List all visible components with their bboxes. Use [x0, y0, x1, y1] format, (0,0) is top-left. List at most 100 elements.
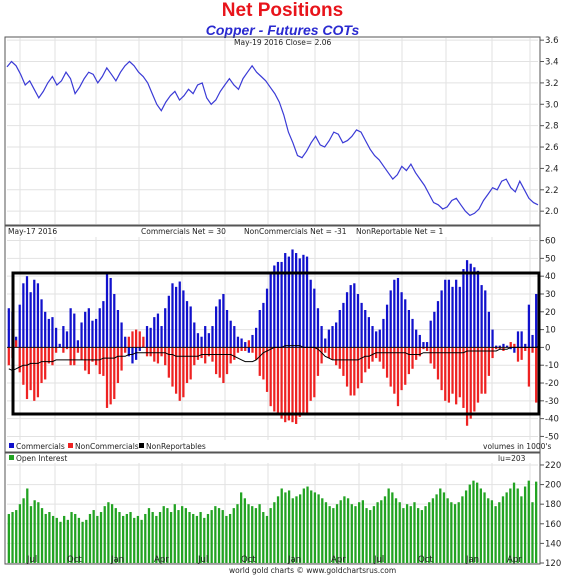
open-interest-bar: [431, 498, 435, 563]
noncommercials-bar: [378, 347, 381, 362]
noncommercials-bar: [14, 340, 18, 348]
open-interest-bar: [358, 502, 361, 563]
commercials-bar: [520, 331, 523, 348]
noncommercials-bar: [327, 347, 330, 359]
commercials-bar: [124, 336, 127, 348]
open-interest-bar: [450, 502, 453, 563]
open-interest-bar: [417, 508, 420, 563]
open-interest-bar: [29, 506, 33, 563]
open-interest-bar: [110, 504, 114, 563]
commercials-bar: [302, 254, 305, 348]
commercials-bar: [309, 279, 312, 348]
open-interest-bar: [210, 510, 213, 563]
noncommercials-bar: [167, 347, 170, 378]
open-interest-bar: [457, 502, 460, 563]
x-axis-month-label: Apr: [507, 555, 522, 565]
oi-y-tick-label: 120: [545, 559, 561, 569]
commercials-bar: [156, 313, 160, 348]
open-interest-bar: [332, 508, 335, 563]
noncommercials-bar: [44, 347, 47, 380]
price-y-tick-label: 2.4: [545, 164, 559, 174]
open-interest-bar: [63, 515, 66, 563]
noncommercials-bar: [389, 347, 392, 387]
noncommercials-bar: [305, 347, 309, 414]
commercials-bar: [25, 276, 29, 348]
noncommercials-bar: [418, 347, 421, 357]
open-interest-bar: [169, 512, 173, 563]
noncommercials-bar: [382, 347, 385, 369]
open-interest-bar: [184, 508, 187, 563]
noncommercials-bar: [87, 347, 90, 375]
open-interest-bar: [498, 502, 501, 563]
open-interest-bar: [343, 496, 346, 563]
open-interest-bar: [77, 517, 81, 563]
open-interest-bar: [380, 500, 383, 563]
open-interest-bar: [424, 506, 427, 563]
x-axis-month-label: Jan: [465, 555, 479, 565]
open-interest-bar: [140, 519, 143, 563]
noncommercials-bar: [484, 347, 487, 394]
cot-y-tick-label: -40: [545, 415, 559, 425]
commercials-bar: [84, 311, 87, 348]
x-axis-month-label: Jan: [287, 555, 301, 565]
footer-credit: world gold charts © www.goldchartsrus.co…: [229, 566, 396, 575]
open-interest-bar: [162, 506, 165, 563]
noncommercials-bar: [520, 347, 523, 360]
noncommercials-bar: [422, 347, 425, 350]
open-interest-bar: [173, 504, 176, 563]
open-interest-bar: [461, 496, 464, 563]
open-interest-bar: [37, 502, 40, 563]
noncommercials-bar: [338, 347, 341, 369]
commercials-bar: [342, 302, 345, 348]
noncommercials-bar: [174, 347, 178, 394]
commercials-bar: [87, 308, 90, 348]
open-interest-bar: [122, 515, 125, 563]
commercials-net-label: Commercials Net = 30: [141, 227, 226, 236]
noncommercials-bar: [218, 347, 221, 378]
commercials-bar: [182, 290, 185, 348]
commercials-bar: [131, 347, 134, 364]
open-interest-bar: [516, 488, 519, 563]
noncommercials-bar: [182, 347, 185, 398]
open-interest-bar: [321, 498, 324, 563]
open-interest-bar: [446, 498, 449, 563]
noncommercials-bar: [189, 347, 192, 380]
commercials-bar: [200, 336, 203, 348]
commercials-bar: [91, 320, 94, 348]
open-interest-bar: [402, 508, 405, 563]
commercials-bar: [411, 318, 414, 348]
noncommercials-bar: [393, 347, 396, 394]
open-interest-bar: [240, 492, 243, 563]
commercials-bar: [22, 283, 25, 348]
cot-y-tick-label: 20: [545, 308, 556, 318]
commercials-bar: [236, 336, 240, 348]
open-interest-bar: [361, 500, 364, 563]
open-interest-bar: [177, 510, 180, 563]
x-axis-month-label: Apr: [331, 555, 346, 565]
commercials-bar: [396, 277, 400, 348]
open-interest-bar: [195, 515, 199, 563]
noncommercials-bar: [320, 347, 323, 364]
open-interest-bar: [299, 494, 302, 563]
commercials-bar: [498, 345, 501, 348]
open-interest-bar: [476, 482, 479, 563]
noncommercials-bar: [524, 347, 527, 351]
open-interest-bar: [310, 490, 313, 563]
open-interest-bar: [372, 506, 376, 563]
open-interest-bar: [125, 513, 128, 563]
noncommercials-bar: [367, 347, 370, 369]
open-interest-bar: [158, 512, 162, 563]
noncommercials-bar: [229, 347, 232, 364]
commercials-bar: [138, 347, 141, 351]
noncommercials-bar: [313, 347, 316, 398]
price-y-tick-label: 3.4: [545, 58, 559, 68]
price-info-label: May-19 2016 Close= 2.06: [234, 38, 332, 47]
noncommercials-bar: [364, 347, 367, 373]
noncommercials-bar: [47, 347, 50, 364]
open-interest-bar: [527, 480, 530, 563]
x-axis-month-label: Oct: [241, 555, 256, 565]
open-interest-bar: [92, 510, 95, 563]
price-line: [6, 60, 539, 217]
commercials-bar: [258, 310, 261, 348]
open-interest-bar: [181, 506, 184, 563]
